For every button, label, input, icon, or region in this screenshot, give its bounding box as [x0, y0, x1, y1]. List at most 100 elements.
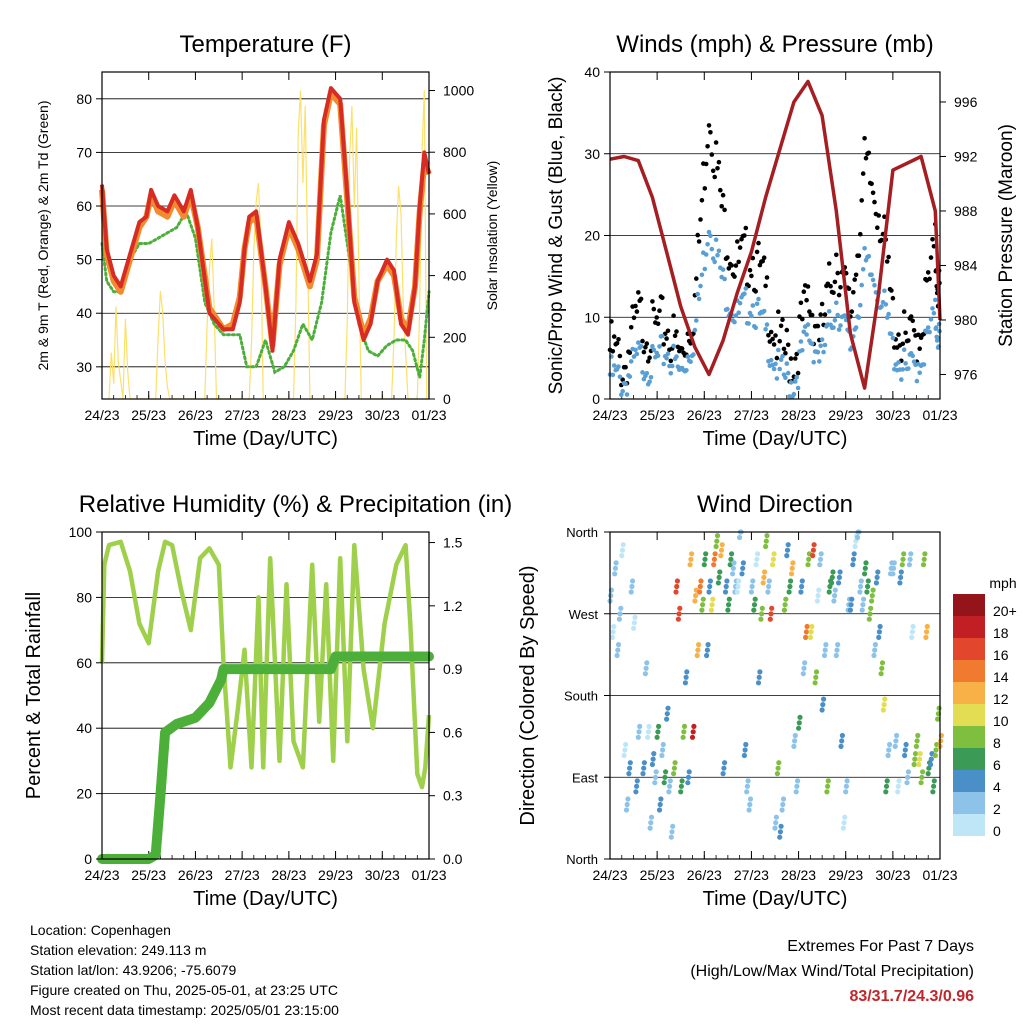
direction-point	[754, 556, 760, 562]
direction-point	[673, 589, 679, 595]
direction-point	[657, 801, 663, 808]
gust-point	[753, 289, 758, 294]
wind-point	[636, 340, 641, 345]
wind-point	[736, 310, 741, 316]
x-tick-label: 27/23	[225, 407, 260, 423]
direction-point	[897, 580, 903, 586]
y-tick-label: 10	[584, 309, 600, 325]
direction-point	[739, 571, 745, 577]
colorbar-label: 16	[993, 647, 1009, 663]
direction-point	[892, 743, 898, 750]
direction-point	[763, 543, 769, 550]
wind-point	[691, 352, 696, 357]
y2-tick-label: 992	[954, 148, 978, 164]
direction-point	[835, 642, 841, 648]
gust-point	[870, 190, 876, 196]
y-tick-label: North	[566, 852, 598, 867]
y-tick-label: 80	[76, 589, 92, 605]
wind-point	[853, 325, 859, 330]
direction-point	[894, 732, 900, 739]
direction-point	[740, 560, 747, 566]
wind-point	[644, 371, 650, 376]
direction-point	[780, 801, 786, 808]
wind-point	[761, 308, 767, 314]
wind-point	[702, 266, 708, 272]
direction-point	[773, 814, 780, 820]
direction-point	[860, 602, 866, 608]
direction-point	[817, 556, 824, 562]
direction-point	[680, 734, 686, 740]
y-tick-label: 50	[76, 252, 92, 268]
wind-point	[903, 361, 908, 366]
y2-tick-label: 988	[954, 203, 978, 219]
wind-point	[788, 380, 794, 385]
wind-point	[716, 248, 722, 254]
direction-point	[875, 569, 881, 575]
direction-point	[640, 771, 646, 777]
direction-point	[744, 783, 751, 789]
direction-point	[704, 652, 710, 659]
direction-point	[678, 789, 684, 795]
y2-tick-label: 600	[443, 206, 467, 222]
wind-point	[708, 233, 713, 239]
direction-point	[843, 783, 850, 789]
plot-frame	[101, 71, 430, 400]
wind-point	[896, 360, 901, 365]
y-tick-label: 40	[584, 64, 600, 80]
gust-point	[733, 263, 739, 268]
direction-point	[830, 569, 836, 575]
direction-point	[618, 605, 624, 611]
gust-point	[836, 292, 842, 298]
direction-point	[737, 534, 743, 541]
gust-point	[764, 275, 770, 280]
direction-point	[701, 562, 707, 568]
gust-point	[610, 349, 616, 354]
direction-point	[687, 562, 693, 568]
direction-point	[714, 538, 720, 544]
direction-point	[698, 578, 704, 584]
direction-point	[911, 761, 917, 768]
direction-point	[729, 551, 735, 557]
direction-point	[821, 696, 827, 702]
wind-point	[651, 347, 657, 353]
y2-tick-label: 1.2	[443, 598, 463, 614]
gust-point	[805, 284, 811, 289]
direction-point	[858, 578, 864, 584]
direction-point	[825, 778, 831, 784]
wind-point	[882, 288, 887, 294]
direction-point	[837, 569, 843, 575]
direction-point	[646, 723, 652, 730]
gust-point	[655, 321, 661, 327]
direction-point	[700, 596, 706, 602]
direction-point	[895, 789, 901, 795]
direction-point	[707, 583, 713, 590]
wind-point	[715, 252, 720, 258]
wind-point	[764, 322, 770, 327]
direction-point	[854, 534, 861, 541]
direction-point	[803, 634, 809, 641]
wind-point	[784, 361, 790, 366]
wind-point	[798, 339, 804, 344]
direction-point	[795, 778, 801, 784]
y2-axis-label: Solar Insolation (Yellow)	[484, 161, 500, 311]
direction-point	[820, 702, 826, 708]
gust-point	[815, 323, 821, 329]
direction-point	[825, 783, 831, 789]
x-axis-label: Time (Day/UTC)	[703, 428, 848, 450]
direction-point	[667, 778, 673, 784]
direction-point	[867, 611, 873, 617]
wind-point	[756, 296, 761, 302]
direction-point	[699, 607, 705, 613]
wind-point	[660, 333, 665, 339]
gust-point	[614, 341, 620, 346]
y-tick-label: 60	[76, 198, 92, 214]
gust-point	[819, 301, 825, 307]
latest-timestamp: Most recent data timestamp: 2025/05/01 2…	[30, 1002, 339, 1018]
direction-point	[848, 602, 854, 608]
gust-point	[863, 155, 869, 161]
direction-point	[645, 729, 652, 735]
wind-point	[709, 246, 715, 252]
gust-point	[763, 283, 768, 289]
direction-point	[906, 562, 913, 568]
wind-point	[925, 325, 931, 330]
